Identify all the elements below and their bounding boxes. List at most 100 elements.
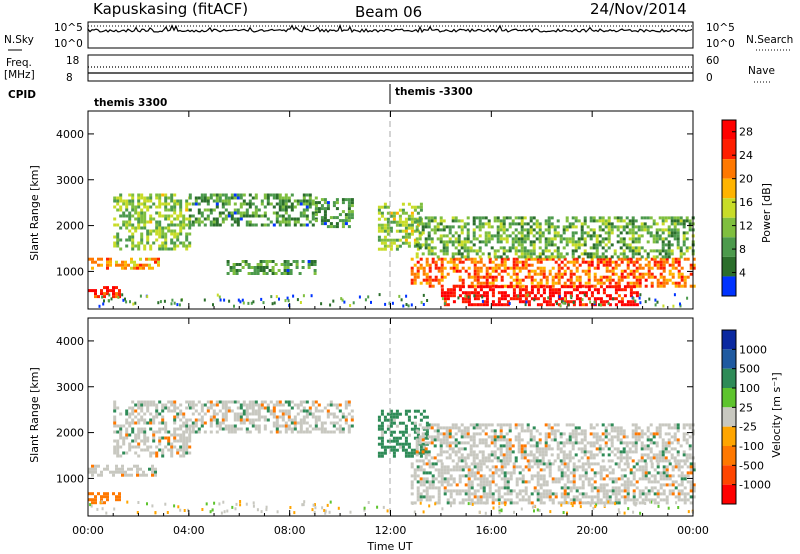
scatter-cell — [446, 471, 450, 475]
scatter-cell — [503, 284, 507, 288]
scatter-cell — [580, 432, 584, 436]
scatter-cell — [661, 243, 665, 247]
scatter-cell — [589, 237, 593, 241]
power-scatter — [88, 193, 696, 308]
scatter-cell — [424, 441, 428, 445]
scatter-cell — [446, 294, 450, 298]
scatter-cell — [113, 223, 117, 227]
colorbar-swatch — [722, 349, 736, 369]
colorbar-swatch — [722, 198, 736, 218]
scatter-cell — [548, 492, 552, 496]
scatter-cell — [482, 303, 486, 307]
scatter-cell — [650, 272, 654, 276]
scatter-cell — [530, 285, 534, 289]
scatter-cell — [508, 222, 512, 226]
colorbar-tick-label: 16 — [739, 196, 753, 209]
scatter-cell — [581, 284, 585, 288]
scatter-cell — [140, 208, 144, 212]
scatter-cell — [604, 222, 608, 226]
noise-cell — [513, 510, 515, 514]
scatter-cell — [677, 492, 681, 496]
scatter-cell — [442, 432, 446, 436]
scatter-cell — [544, 447, 548, 451]
scatter-cell — [476, 266, 480, 270]
scatter-cell — [685, 459, 689, 463]
scatter-cell — [170, 208, 174, 212]
scatter-cell — [577, 246, 581, 250]
scatter-cell — [583, 222, 587, 226]
scatter-cell — [125, 226, 129, 230]
scatter-cell — [508, 447, 512, 451]
scatter-cell — [584, 294, 588, 298]
scatter-cell — [466, 456, 470, 460]
scatter-cell — [559, 237, 563, 241]
scatter-cell — [584, 495, 588, 499]
scatter-cell — [626, 272, 630, 276]
scatter-cell — [652, 219, 656, 223]
scatter-cell — [685, 441, 689, 445]
noise-cell — [422, 510, 425, 514]
scatter-cell — [548, 465, 552, 469]
scatter-cell — [589, 234, 593, 238]
scatter-cell — [587, 263, 591, 267]
scatter-cell — [221, 199, 225, 203]
scatter-cell — [497, 468, 501, 472]
scatter-cell — [437, 498, 441, 502]
scatter-cell — [245, 208, 249, 212]
scatter-cell — [451, 435, 455, 439]
scatter-cell — [688, 426, 692, 430]
scatter-cell — [566, 278, 570, 282]
scatter-cell — [148, 263, 151, 267]
scatter-cell — [427, 219, 431, 223]
noise-cell — [467, 502, 470, 506]
scatter-cell — [607, 237, 611, 241]
scatter-cell — [623, 275, 627, 279]
scatter-cell — [433, 225, 437, 229]
scatter-cell — [449, 266, 453, 270]
scatter-cell — [433, 219, 437, 223]
scatter-cell — [473, 278, 477, 282]
scatter-cell — [514, 438, 518, 442]
scatter-cell — [619, 450, 623, 454]
scatter-cell — [475, 426, 479, 430]
scatter-cell — [427, 246, 431, 250]
scatter-cell — [527, 275, 531, 279]
scatter-cell — [658, 252, 662, 256]
scatter-cell — [314, 211, 318, 215]
scatter-cell — [493, 432, 497, 436]
scatter-cell — [143, 226, 147, 230]
scatter-cell — [476, 462, 480, 466]
scatter-cell — [476, 269, 480, 273]
scatter-cell — [682, 237, 686, 241]
scatter-cell — [593, 480, 597, 484]
scatter-cell — [547, 219, 551, 223]
scatter-cell — [479, 275, 483, 279]
scatter-cell — [601, 459, 605, 463]
scatter-cell — [407, 214, 411, 218]
scatter-cell — [332, 421, 336, 425]
scatter-cell — [344, 415, 348, 419]
scatter-cell — [164, 208, 168, 212]
scatter-cell — [551, 477, 555, 481]
noise-cell — [679, 304, 682, 308]
scatter-cell — [308, 220, 312, 224]
scatter-cell — [296, 406, 300, 410]
scatter-cell — [236, 406, 240, 410]
scatter-cell — [679, 444, 683, 448]
scatter-cell — [119, 247, 123, 251]
scatter-cell — [290, 193, 294, 197]
scatter-cell — [656, 480, 660, 484]
scatter-cell — [463, 243, 467, 247]
noise-cell — [614, 502, 617, 506]
scatter-cell — [565, 228, 569, 232]
scatter-cell — [188, 196, 192, 200]
scatter-cell — [446, 260, 450, 264]
scatter-cell — [487, 453, 491, 457]
scatter-cell — [386, 439, 390, 443]
scatter-cell — [124, 473, 127, 477]
scatter-cell — [275, 424, 279, 428]
scatter-cell — [173, 235, 177, 239]
scatter-cell — [562, 441, 566, 445]
scatter-cell — [263, 214, 267, 218]
scatter-cell — [161, 244, 165, 248]
